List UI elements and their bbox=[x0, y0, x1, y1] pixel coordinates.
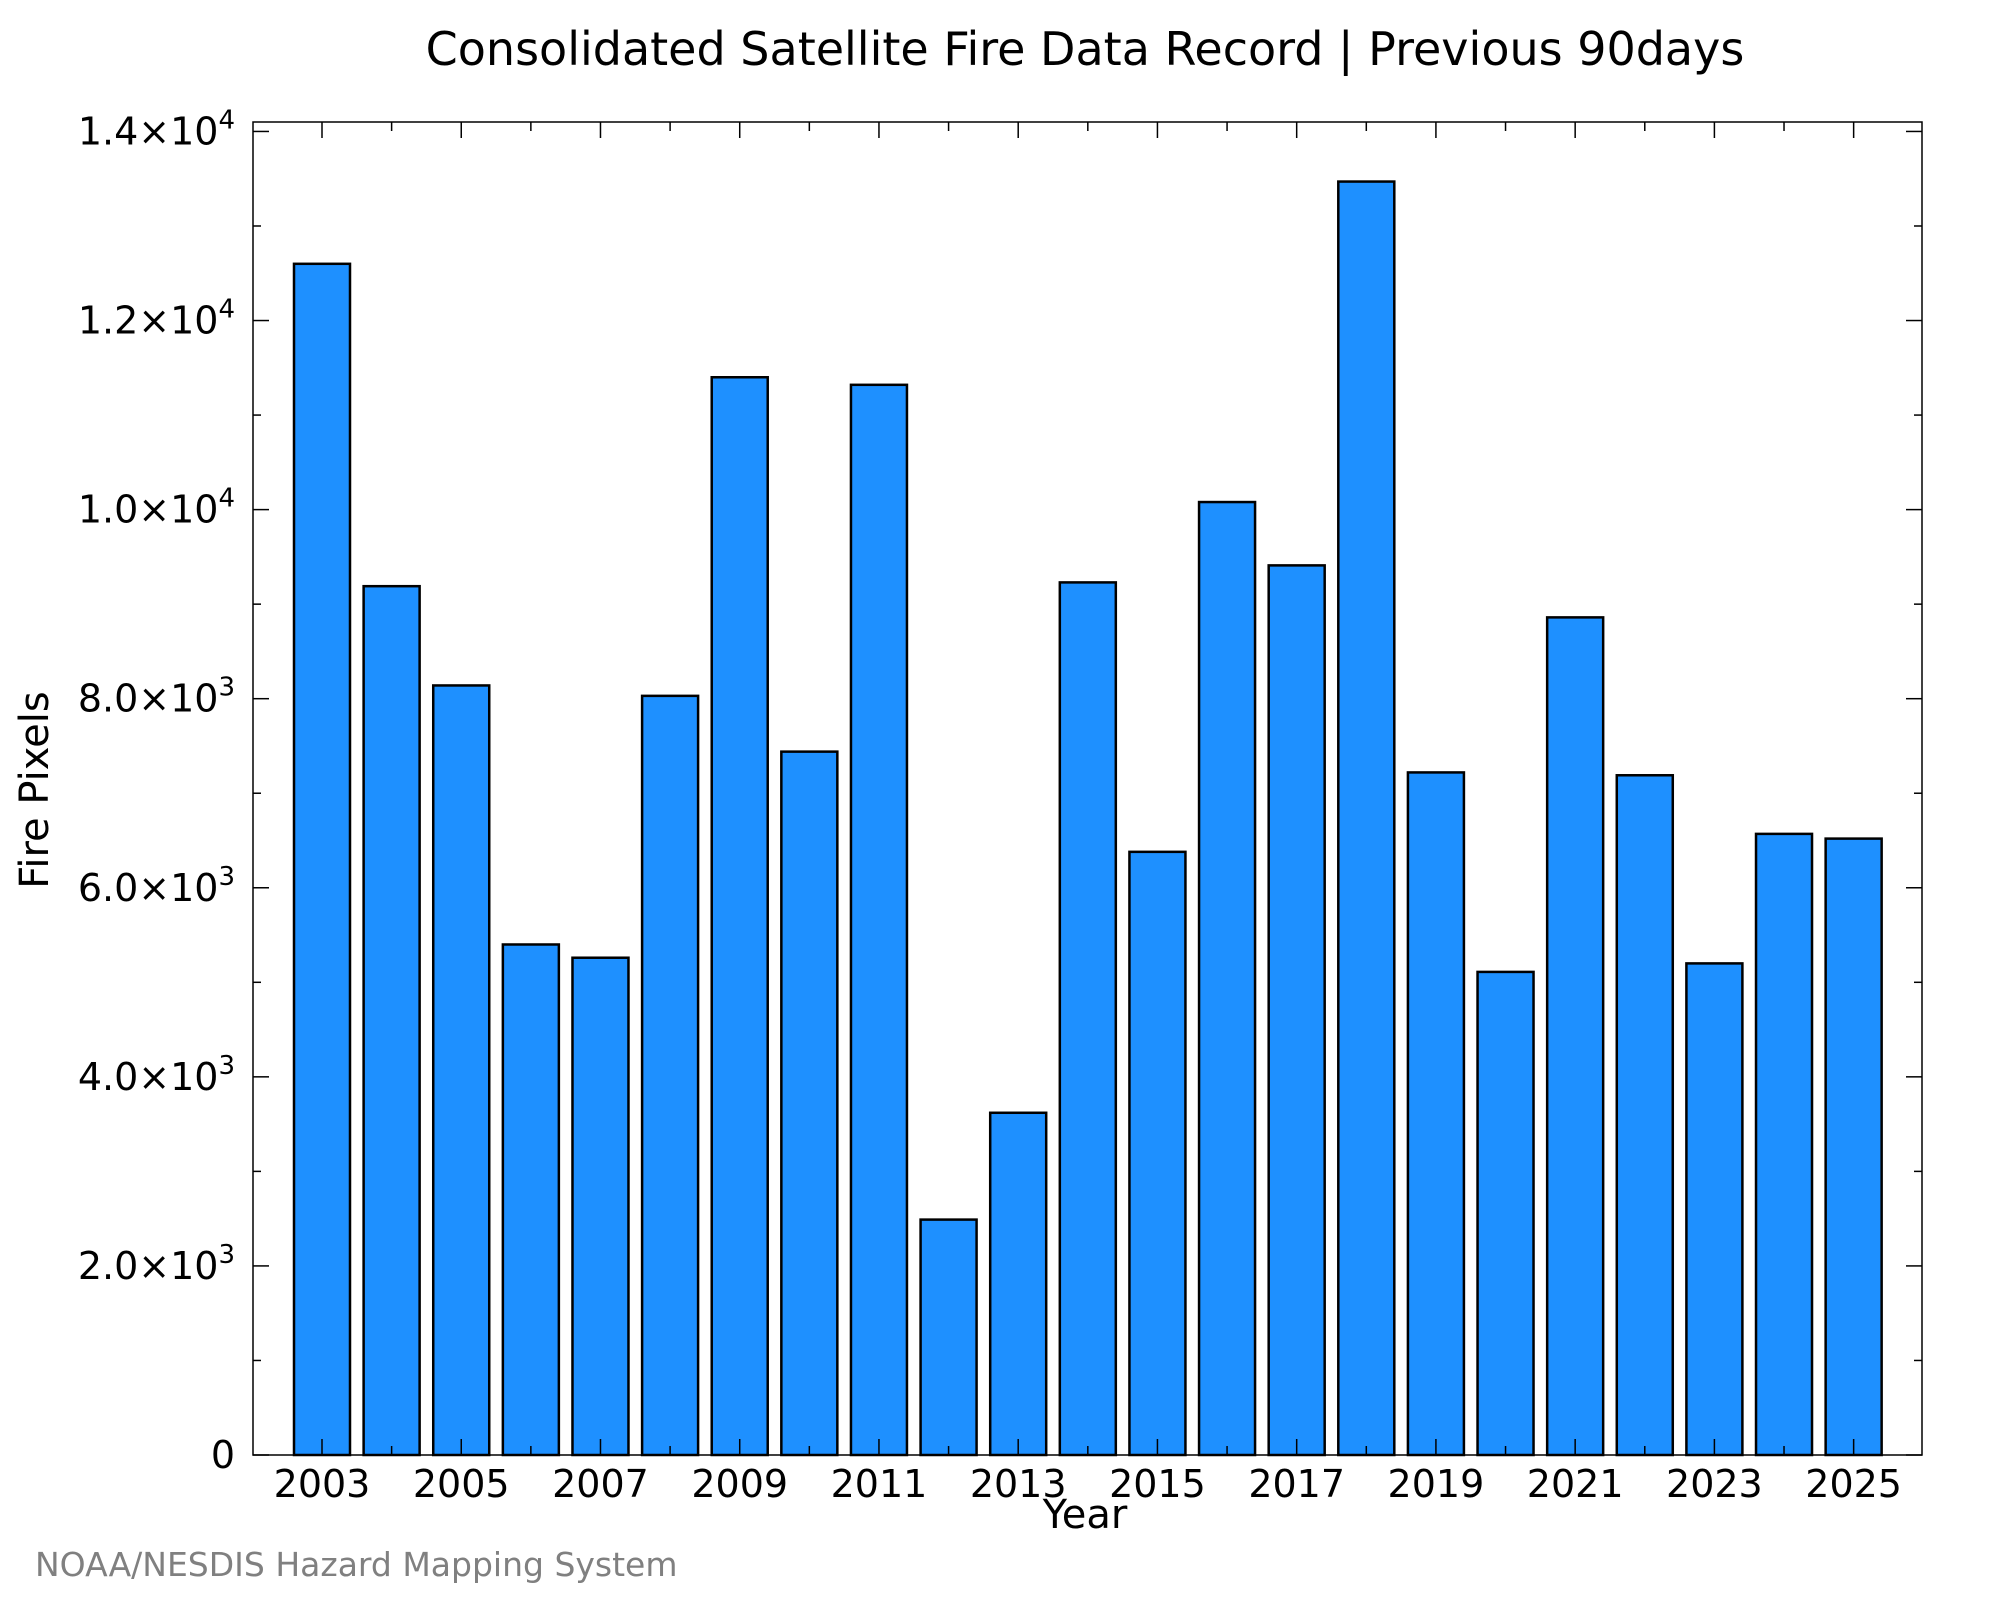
y-tick-label: 0 bbox=[211, 1433, 235, 1477]
y-tick-label: 2.0×103 bbox=[78, 1240, 235, 1288]
x-tick-label-2025: 2025 bbox=[1805, 1462, 1902, 1506]
bar-2005 bbox=[431, 684, 491, 1457]
y-tick-label: 1.4×104 bbox=[78, 105, 235, 153]
bar-2019 bbox=[1406, 771, 1466, 1457]
x-tick-label-2011: 2011 bbox=[831, 1462, 928, 1506]
bar-2011 bbox=[849, 383, 909, 1457]
bar-2016 bbox=[1197, 500, 1257, 1457]
x-tick-label-2019: 2019 bbox=[1388, 1462, 1485, 1506]
x-tick-label-2013: 2013 bbox=[970, 1462, 1067, 1506]
y-tick-label: 8.0×103 bbox=[78, 673, 235, 721]
source-credit: NOAA/NESDIS Hazard Mapping System bbox=[35, 1545, 678, 1584]
x-tick-label-2021: 2021 bbox=[1527, 1462, 1624, 1506]
bar-2009 bbox=[710, 376, 769, 1457]
y-tick-label: 4.0×103 bbox=[78, 1051, 235, 1099]
bar-2004 bbox=[362, 584, 421, 1457]
bar-2013 bbox=[988, 1111, 1048, 1457]
plot-area: 0 2.0×103 4.0×103 6.0×103 8.0×103 1.0×104 1.2×… bbox=[78, 105, 1923, 1506]
bar-2025 bbox=[1824, 837, 1883, 1457]
bar-2018 bbox=[1337, 180, 1396, 1457]
x-tick-label-2003: 2003 bbox=[274, 1462, 371, 1506]
x-tick-label-2015: 2015 bbox=[1109, 1462, 1206, 1506]
chart-title: Consolidated Satellite Fire Data Record … bbox=[426, 22, 1745, 77]
y-axis-label: Fire Pixels bbox=[12, 691, 58, 888]
bar-2021 bbox=[1545, 616, 1605, 1457]
y-tick-label: 1.0×104 bbox=[78, 484, 235, 532]
bar-2024 bbox=[1754, 832, 1814, 1457]
bar-2012 bbox=[919, 1218, 978, 1457]
bar-2015 bbox=[1128, 850, 1187, 1457]
bar-2010 bbox=[780, 750, 839, 1457]
bar-2023 bbox=[1685, 962, 1744, 1457]
bar-2014 bbox=[1058, 581, 1118, 1457]
bar-2006 bbox=[501, 943, 561, 1457]
bar-2017 bbox=[1267, 564, 1326, 1457]
x-tick-label-2005: 2005 bbox=[413, 1462, 510, 1506]
x-tick-label-2023: 2023 bbox=[1666, 1462, 1763, 1506]
bar-2008 bbox=[640, 694, 700, 1457]
y-tick-label: 6.0×103 bbox=[78, 862, 235, 910]
x-axis-label: Year bbox=[1042, 1492, 1128, 1538]
y-tick-label: 1.2×104 bbox=[78, 295, 235, 343]
bar-2020 bbox=[1476, 970, 1535, 1457]
bar-2022 bbox=[1615, 774, 1675, 1457]
bar-2003 bbox=[292, 262, 352, 1457]
x-tick-label-2017: 2017 bbox=[1248, 1462, 1345, 1506]
bar-2007 bbox=[571, 956, 630, 1457]
x-tick-label-2009: 2009 bbox=[691, 1462, 788, 1506]
x-tick-label-2007: 2007 bbox=[552, 1462, 649, 1506]
